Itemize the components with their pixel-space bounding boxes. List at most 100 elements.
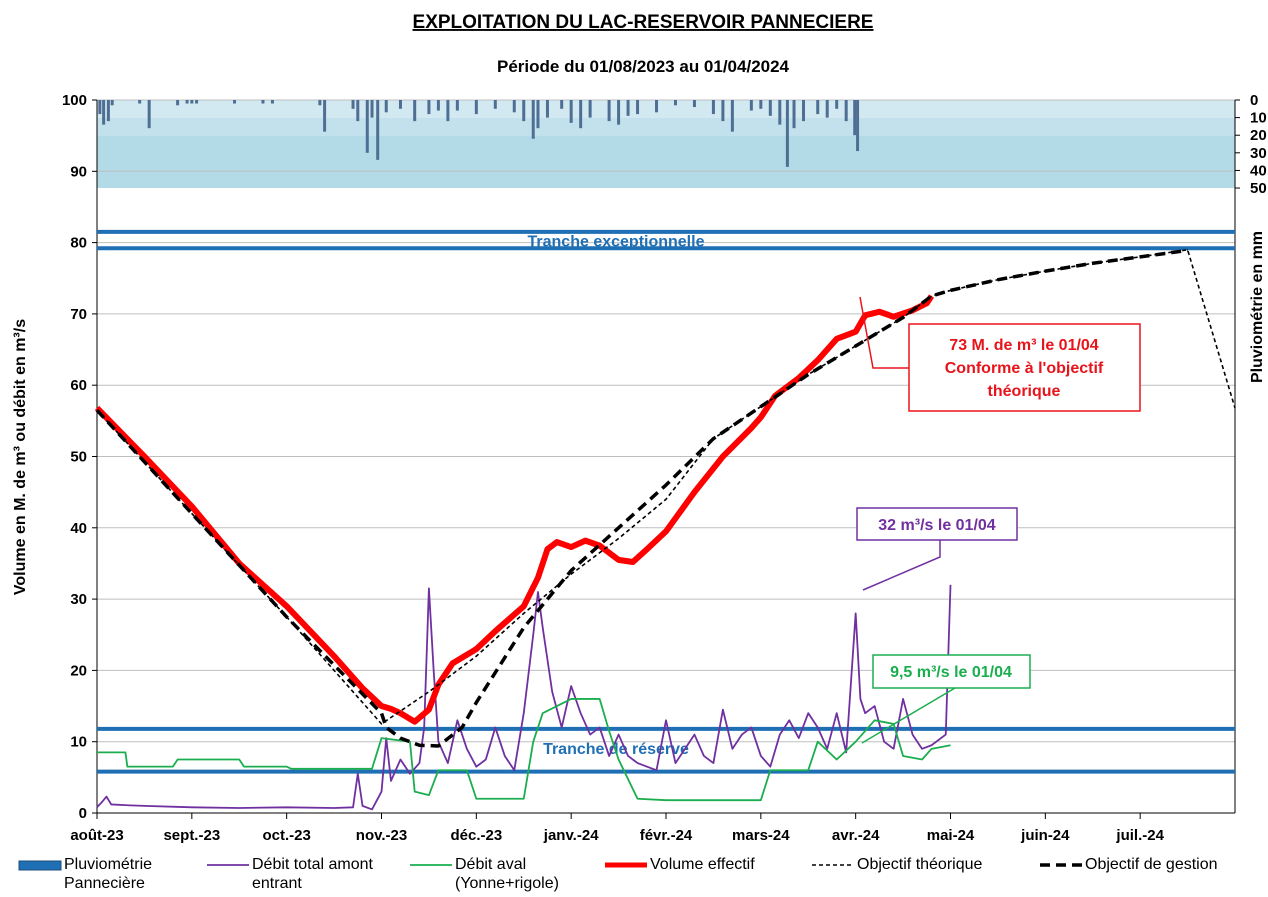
annotation-purple: 32 m³/s le 01/04 bbox=[856, 507, 1018, 591]
rain-bar bbox=[138, 100, 142, 104]
rain-bar bbox=[195, 100, 199, 104]
rain-bar bbox=[323, 100, 327, 132]
rain-bar bbox=[721, 100, 725, 122]
rain-bar bbox=[413, 100, 417, 122]
rain-bar bbox=[768, 100, 772, 116]
rain-bar bbox=[778, 100, 782, 125]
arrow bbox=[862, 540, 941, 591]
rain-bar bbox=[436, 100, 440, 111]
y2-tick-label: 30 bbox=[1250, 145, 1267, 162]
rain-bar bbox=[835, 100, 839, 109]
annotation-text: 32 m³/s le 01/04 bbox=[878, 517, 996, 534]
rain-bar bbox=[711, 100, 715, 115]
legend-label: Objectif de gestion bbox=[1085, 856, 1218, 873]
legend-label: Pluviométrie Pannecière bbox=[64, 856, 153, 892]
y-axis-label: Volume en M. de m³ ou débit en m³/s bbox=[12, 319, 29, 595]
x-tick-label: sept.-23 bbox=[163, 827, 220, 844]
y-tick-label: 0 bbox=[79, 805, 87, 822]
chart-title: EXPLOITATION DU LAC-RESERVOIR PANNECIERE bbox=[413, 12, 874, 33]
rain-bar bbox=[522, 100, 526, 122]
legend-label: Volume effectif bbox=[650, 856, 755, 873]
x-tick-label: août-23 bbox=[70, 827, 123, 844]
rain-bar bbox=[106, 100, 110, 122]
rain-bar bbox=[493, 100, 497, 109]
rain-bar bbox=[655, 100, 659, 113]
arrow bbox=[859, 296, 909, 369]
rain-bar bbox=[730, 100, 734, 132]
rain-bar bbox=[384, 100, 388, 113]
rain-bar bbox=[579, 100, 583, 129]
rain-bar bbox=[569, 100, 573, 123]
rain-bar bbox=[802, 100, 806, 122]
rain-bar bbox=[792, 100, 796, 129]
x-tick-label: oct.-23 bbox=[262, 827, 310, 844]
rain-bar bbox=[370, 100, 374, 118]
rain-bar bbox=[376, 100, 380, 160]
rain-bar bbox=[356, 100, 360, 122]
series-line bbox=[96, 584, 952, 811]
x-tick-label: mars-24 bbox=[732, 827, 790, 844]
legend-label: Débit aval (Yonne+rigole) bbox=[455, 856, 559, 892]
y-tick-label: 70 bbox=[70, 306, 87, 323]
rain-bar bbox=[844, 100, 848, 122]
annotation-red: 73 M. de m³ le 01/04 Conforme à l'object… bbox=[859, 296, 1141, 412]
rain-band bbox=[97, 136, 1235, 188]
rain-bar bbox=[560, 100, 564, 109]
rain-bar bbox=[692, 100, 696, 108]
y-tick-label: 40 bbox=[70, 520, 87, 537]
annotation-box bbox=[856, 507, 1018, 541]
y2-tick-label: 50 bbox=[1250, 180, 1267, 197]
rain-bar bbox=[588, 100, 592, 118]
rain-bar bbox=[545, 100, 549, 118]
x-tick-label: juil.-24 bbox=[1115, 827, 1164, 844]
rain-bar bbox=[749, 100, 753, 111]
rain-bar bbox=[351, 100, 355, 109]
legend-swatch-bar bbox=[18, 860, 62, 871]
rain-bar bbox=[190, 100, 194, 104]
rain-bar bbox=[365, 100, 369, 153]
series-line bbox=[94, 294, 935, 725]
y-tick-label: 100 bbox=[62, 92, 87, 109]
legend-swatch bbox=[605, 862, 647, 868]
reference-label: Tranche exceptionnelle bbox=[528, 233, 705, 250]
rain-bar bbox=[626, 100, 630, 116]
series-line bbox=[97, 698, 951, 802]
legend-swatch bbox=[410, 864, 452, 866]
annotation-green: 9,5 m³/s le 01/04 bbox=[861, 654, 1031, 744]
rain-bar bbox=[427, 100, 431, 115]
rain-bar bbox=[474, 100, 478, 115]
y-tick-label: 90 bbox=[70, 163, 87, 180]
rain-bar bbox=[446, 100, 450, 122]
x-tick-label: nov.-23 bbox=[356, 827, 407, 844]
y-tick-label: 80 bbox=[70, 235, 87, 252]
legend-label: Débit total amont entrant bbox=[252, 856, 373, 892]
rain-bar bbox=[636, 100, 640, 115]
rain-bar bbox=[147, 100, 151, 129]
rain-bar bbox=[607, 100, 611, 122]
y-tick-label: 50 bbox=[70, 449, 87, 466]
rain-bar bbox=[270, 100, 274, 104]
legend-swatch bbox=[1040, 863, 1082, 867]
legend-swatch bbox=[18, 860, 62, 871]
y-tick-label: 60 bbox=[70, 377, 87, 394]
rain-bar bbox=[856, 100, 860, 152]
series-line bbox=[95, 248, 1188, 748]
rain-bar bbox=[673, 100, 677, 106]
y2-tick-label: 10 bbox=[1250, 110, 1267, 127]
y2-tick-label: 40 bbox=[1250, 162, 1267, 179]
arrow bbox=[861, 687, 956, 744]
rain-bar bbox=[176, 100, 180, 106]
chart-subtitle: Période du 01/08/2023 au 01/04/2024 bbox=[497, 57, 790, 76]
x-tick-label: mai-24 bbox=[927, 827, 975, 844]
rain-bar bbox=[398, 100, 402, 109]
rain-bar bbox=[102, 100, 106, 125]
x-tick-label: juin-24 bbox=[1020, 827, 1070, 844]
annotation-box bbox=[872, 654, 1031, 689]
annotation-text: 73 M. de m³ le 01/04 bbox=[949, 337, 1099, 354]
x-tick-label: avr.-24 bbox=[832, 827, 880, 844]
annotation-text: Conforme à l'objectif bbox=[945, 360, 1104, 377]
rain-bar bbox=[318, 100, 322, 106]
y2-tick-label: 20 bbox=[1250, 127, 1267, 144]
